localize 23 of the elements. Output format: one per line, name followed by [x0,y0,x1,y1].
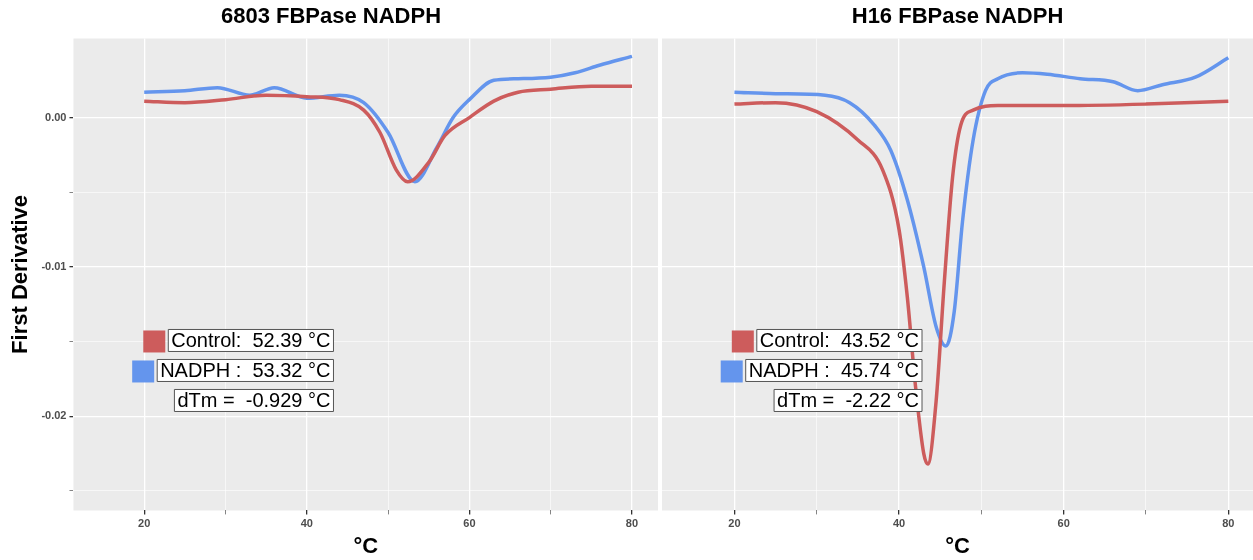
y-tick-label: -0.02 [41,409,67,422]
annotation: dTm = -2.22 °C [777,389,919,411]
y-tick-label: -0.01 [41,259,67,272]
legend-label: NADPH : 53.32 °C [160,359,331,381]
y-tick-label: 0.00 [45,110,67,123]
chart-title: H16 FBPase NADPH [851,3,1064,29]
legend-label: NADPH : 45.74 °C [748,359,919,381]
x-tick-label: 40 [300,517,313,530]
line-series [142,84,634,184]
x-tick-label: 20 [138,517,151,530]
annotation: dTm = -0.929 °C [177,389,331,411]
legend-label: Control: 52.39 °C [171,329,331,351]
chart-title: 6803 FBPase NADPH [220,3,442,29]
x-tick-label: 80 [625,517,639,530]
x-tick-label: 60 [1057,517,1070,530]
legend-label: Control: 43.52 °C [759,329,919,351]
x-tick-label: 20 [728,517,741,530]
y-axis-title: First Derivative [7,194,33,354]
x-tick-label: 40 [892,517,906,530]
x-axis-title: °C [945,532,970,558]
x-tick-label: 80 [1222,517,1235,530]
x-axis-title: °C [353,532,379,558]
x-tick-label: 60 [463,517,476,530]
